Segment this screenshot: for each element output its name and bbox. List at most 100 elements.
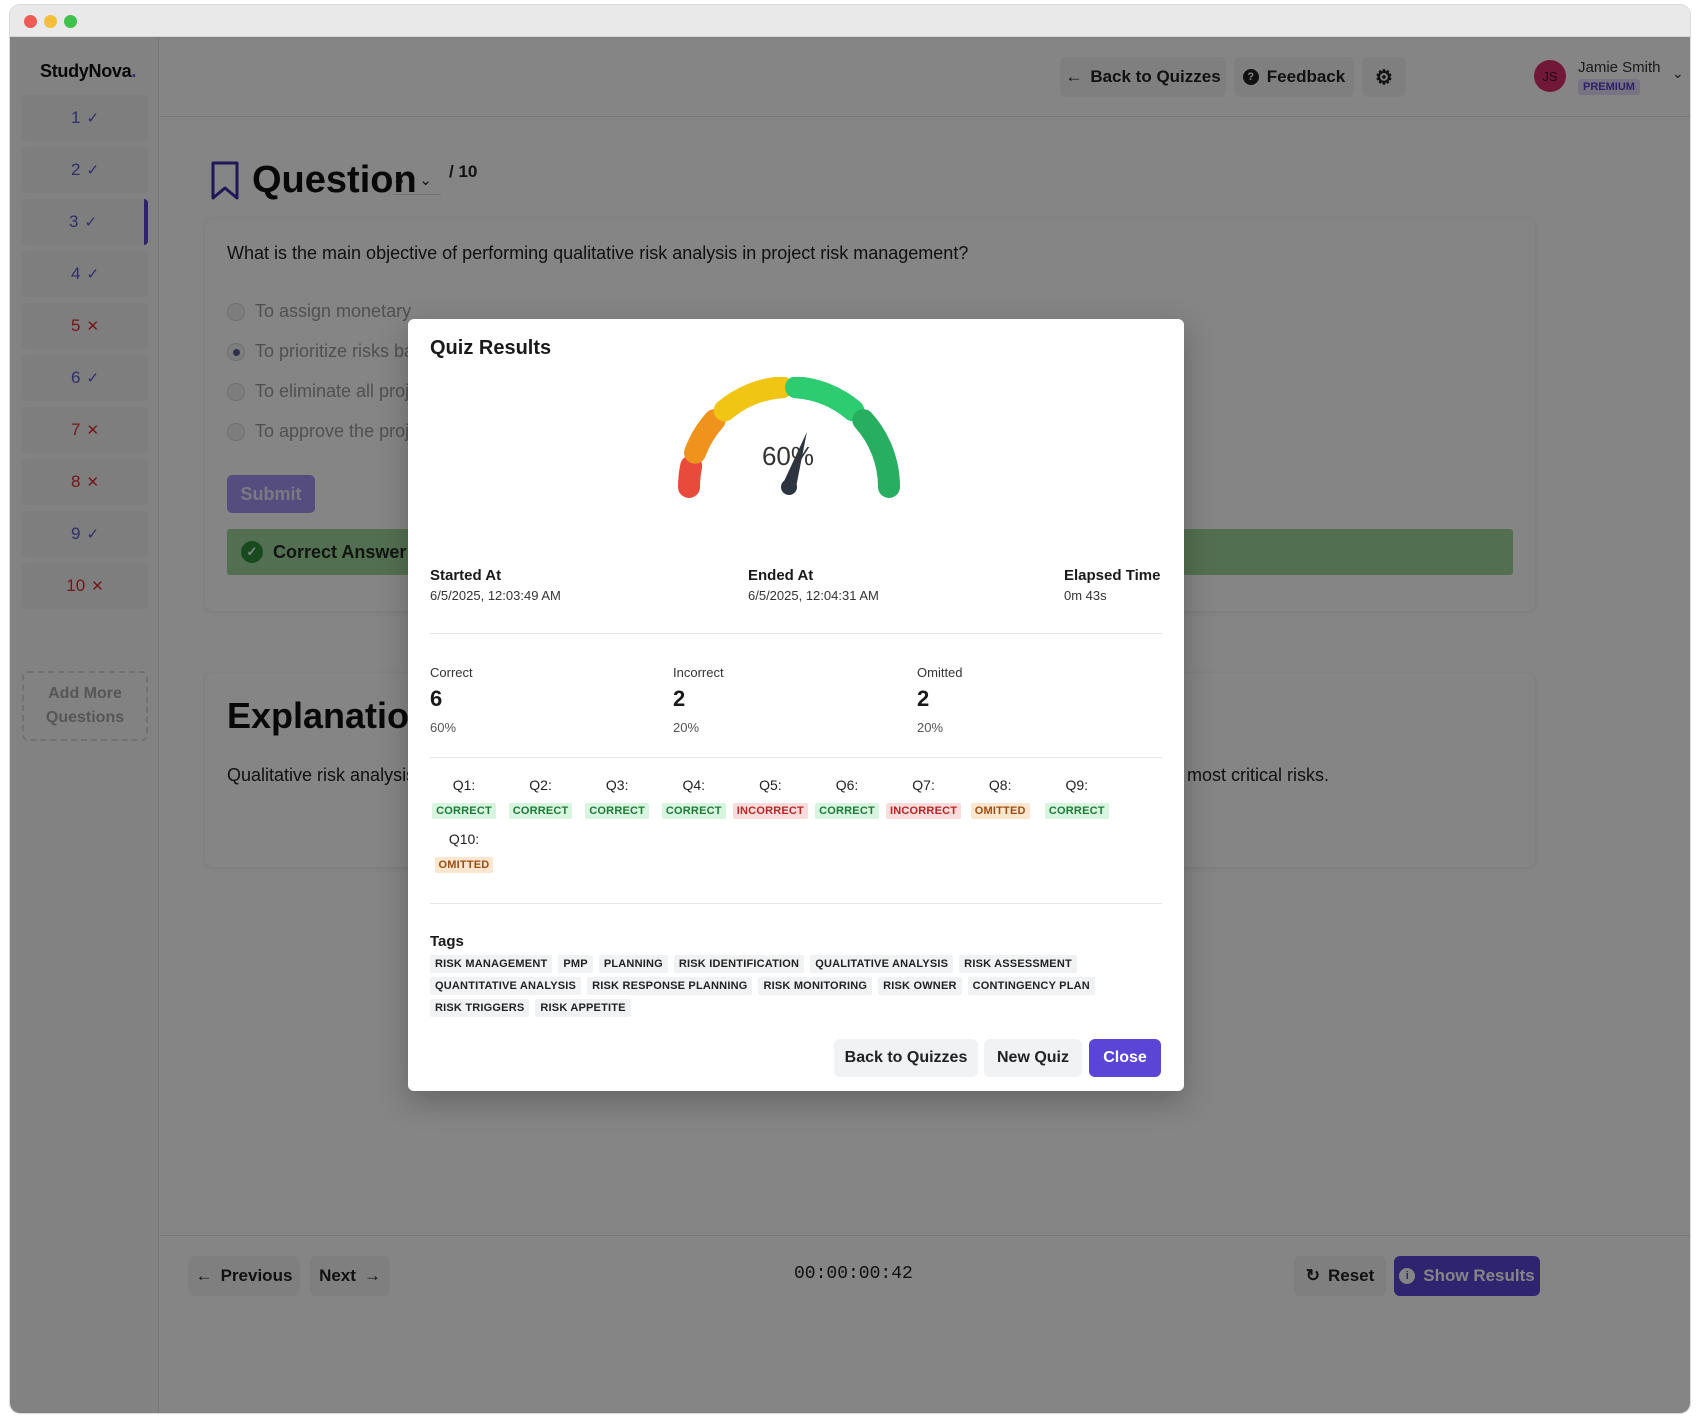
status-badge: CORRECT [585, 803, 650, 819]
logo-dot: . [131, 61, 137, 81]
sidebar-item-label: 6 [70, 368, 81, 387]
tag-chip: RISK ASSESSMENT [959, 955, 1077, 973]
logo-text: StudyNova [40, 61, 132, 81]
question-total: / 10 [449, 162, 478, 181]
answer-option[interactable]: To prioritize risks ba [227, 341, 414, 362]
stat-label: Omitted [917, 665, 963, 680]
gauge-segment [684, 409, 726, 464]
stat-omitted: Omitted 2 20% [917, 665, 963, 735]
arrow-left-icon: ← [1065, 67, 1083, 86]
arrow-left-icon: ← [195, 1266, 213, 1285]
question-result-label: Q5: [759, 777, 782, 793]
sidebar-item-q4[interactable]: 4 ✓ [22, 251, 148, 297]
question-result: Q2: CORRECT [501, 777, 581, 819]
back-to-quizzes-button[interactable]: ← Back to Quizzes [1060, 57, 1226, 97]
back-to-quizzes-button[interactable]: Back to Quizzes [834, 1039, 978, 1077]
score-percent: 60% [761, 441, 815, 471]
tag-chip: RISK MONITORING [758, 977, 873, 995]
radio-button[interactable] [227, 302, 245, 321]
answer-option[interactable]: To assign monetary [227, 301, 411, 322]
submit-button[interactable]: Submit [227, 475, 315, 513]
chevron-down-icon[interactable]: ⌄ [1672, 65, 1684, 81]
question-text: What is the main objective of performing… [227, 243, 969, 263]
answer-option[interactable]: To eliminate all proje [227, 381, 419, 402]
next-label: Next [319, 1266, 356, 1285]
question-select[interactable]: 3 ⌄ [393, 165, 441, 195]
logo[interactable]: StudyNova. [40, 61, 136, 82]
sidebar-item-q8[interactable]: 8 ✕ [22, 459, 148, 505]
tag-chip: RISK MANAGEMENT [430, 955, 553, 973]
next-button[interactable]: Next → [310, 1256, 390, 1296]
sidebar-item-q3[interactable]: 3 ✓ [22, 199, 148, 245]
x-mark-icon: ✕ [86, 422, 100, 439]
sidebar-item-label: 2 [70, 160, 81, 179]
dialog-title: Quiz Results [430, 337, 552, 359]
question-result-label: Q1: [452, 777, 476, 793]
arrow-right-icon: → [363, 1266, 381, 1285]
stat-label: Incorrect [673, 665, 724, 680]
answer-option[interactable]: To approve the proje [227, 421, 419, 442]
ended-at: Ended At 6/5/2025, 12:04:31 AM [748, 567, 879, 603]
x-mark-icon: ✕ [86, 318, 100, 335]
answer-option-label: To approve the proje [255, 421, 420, 441]
ended-at-label: Ended At [748, 567, 814, 584]
stat-count: 6 [430, 686, 443, 711]
app-window: StudyNova. 1 ✓ 2 ✓ 3 ✓ 4 ✓ 5 ✕ 6 ✓ 7 ✕ 8 ✕ 9 ✓ 10 ✕ Add Mor… [10, 5, 1690, 1413]
gear-icon: ⚙ [1375, 66, 1393, 89]
avatar[interactable]: JS [1534, 60, 1566, 92]
close-window-button[interactable] [24, 15, 37, 28]
radio-button[interactable] [227, 382, 245, 401]
sidebar-item-q6[interactable]: 6 ✓ [22, 355, 148, 401]
settings-button[interactable]: ⚙ [1362, 57, 1406, 97]
feedback-button[interactable]: ? Feedback [1234, 57, 1354, 97]
bookmark-icon[interactable] [210, 161, 240, 201]
question-result-label: Q7: [912, 777, 935, 793]
question-result-label: Q2: [529, 777, 552, 793]
status-badge: OMITTED [434, 857, 494, 873]
maximize-window-button[interactable] [64, 15, 77, 28]
reset-button[interactable]: ↻ Reset [1294, 1256, 1386, 1296]
feedback-label: Feedback [1266, 67, 1346, 86]
sidebar-item-q7[interactable]: 7 ✕ [22, 407, 148, 453]
sidebar-item-label: 9 [70, 524, 81, 543]
gauge-segment [784, 377, 865, 422]
add-more-questions-button[interactable]: Add More Questions [22, 671, 148, 741]
tag-chip: RISK IDENTIFICATION [673, 955, 805, 973]
x-mark-icon: ✕ [86, 474, 100, 491]
tag-chip: QUANTITATIVE ANALYSIS [430, 977, 582, 995]
sidebar: StudyNova. 1 ✓ 2 ✓ 3 ✓ 4 ✓ 5 ✕ 6 ✓ 7 ✕ 8 ✕ 9 ✓ 10 ✕ Add Mor… [10, 37, 159, 1413]
info-icon: i [1399, 1268, 1416, 1284]
previous-button[interactable]: ← Previous [188, 1256, 300, 1296]
minimize-window-button[interactable] [44, 15, 57, 28]
gauge-hub [781, 479, 797, 495]
sidebar-item-label: 3 [68, 212, 79, 231]
divider [430, 633, 1162, 634]
close-button[interactable]: Close [1089, 1039, 1161, 1077]
sidebar-item-label: 5 [70, 316, 81, 335]
status-badge: CORRECT [1044, 803, 1109, 819]
radio-button[interactable] [227, 422, 245, 441]
question-result: Q10: OMITTED [424, 831, 504, 873]
tag-list: RISK MANAGEMENT PMP PLANNING RISK IDENTIFIC… [430, 955, 1166, 1017]
refresh-icon: ↻ [1305, 1266, 1320, 1285]
sidebar-item-q10[interactable]: 10 ✕ [22, 563, 148, 609]
divider [430, 757, 1162, 758]
sidebar-item-q5[interactable]: 5 ✕ [22, 303, 148, 349]
tag-chip: CONTINGENCY PLAN [967, 977, 1095, 995]
check-mark-icon: ✓ [86, 162, 100, 179]
stat-percent: 20% [917, 720, 944, 735]
help-circle-icon: ? [1242, 69, 1259, 85]
show-results-button[interactable]: i Show Results [1394, 1256, 1540, 1296]
sidebar-item-q1[interactable]: 1 ✓ [22, 95, 148, 141]
question-result: Q1: CORRECT [424, 777, 504, 819]
explanation-text: Qualitative risk analysis [227, 765, 416, 785]
stat-percent: 60% [430, 720, 457, 735]
stat-correct: Correct 6 60% [430, 665, 473, 735]
question-result: Q8: OMITTED [960, 777, 1040, 819]
sidebar-item-q9[interactable]: 9 ✓ [22, 511, 148, 557]
radio-button[interactable] [227, 342, 245, 361]
started-at: Started At 6/5/2025, 12:03:49 AM [430, 567, 561, 603]
question-select-value: 3 [395, 171, 404, 188]
new-quiz-button[interactable]: New Quiz [984, 1039, 1082, 1077]
sidebar-item-q2[interactable]: 2 ✓ [22, 147, 148, 193]
